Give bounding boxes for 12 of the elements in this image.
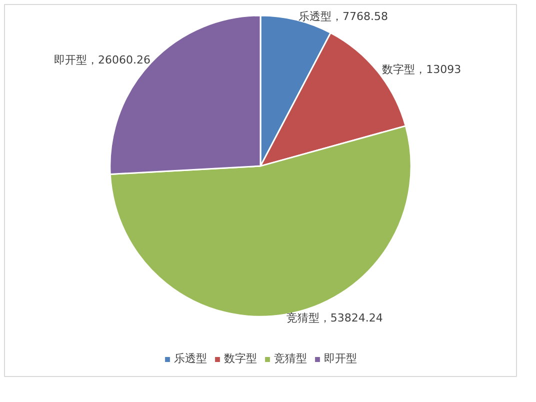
slice-label: 即开型 (54, 54, 88, 67)
slice-label: 竞猜型 (286, 312, 320, 325)
data-label: ，7768.58 (332, 10, 388, 23)
legend-label: 数字型 (224, 351, 257, 366)
legend-label: 即开型 (324, 351, 357, 366)
slice-label: 数字型 (382, 62, 416, 76)
legend-label: 乐透型 (174, 351, 207, 366)
data-label: ，53824.24 (319, 312, 383, 325)
data-label: ，13093 (415, 62, 462, 76)
legend-label: 竞猜型 (274, 351, 307, 366)
data-label: ，26060.26 (87, 54, 151, 67)
slice-label: 乐透型 (298, 10, 332, 23)
